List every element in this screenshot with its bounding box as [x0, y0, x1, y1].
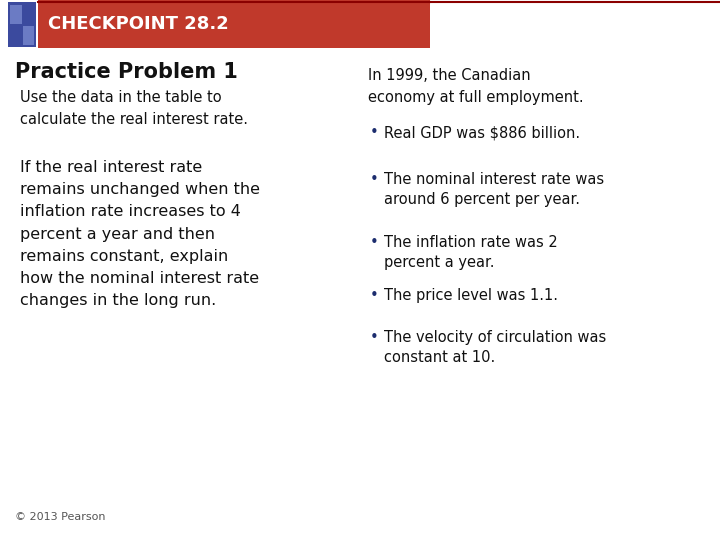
Text: Practice Problem 1: Practice Problem 1	[15, 62, 238, 82]
Text: •: •	[370, 172, 379, 187]
Text: Use the data in the table to
calculate the real interest rate.: Use the data in the table to calculate t…	[20, 90, 248, 126]
Text: The velocity of circulation was
constant at 10.: The velocity of circulation was constant…	[384, 330, 606, 366]
Text: In 1999, the Canadian
economy at full employment.: In 1999, the Canadian economy at full em…	[368, 68, 584, 105]
Bar	[8, 2, 36, 47]
Text: © 2013 Pearson: © 2013 Pearson	[15, 512, 106, 522]
Bar	[10, 5, 22, 24]
Text: Real GDP was $886 billion.: Real GDP was $886 billion.	[384, 125, 580, 140]
Text: •: •	[370, 125, 379, 140]
Text: •: •	[370, 288, 379, 303]
Bar	[22, 26, 35, 45]
Text: The inflation rate was 2
percent a year.: The inflation rate was 2 percent a year.	[384, 235, 558, 271]
Text: The nominal interest rate was
around 6 percent per year.: The nominal interest rate was around 6 p…	[384, 172, 604, 207]
Text: The price level was 1.1.: The price level was 1.1.	[384, 288, 558, 303]
Text: •: •	[370, 330, 379, 345]
Bar	[38, 0, 430, 48]
Text: •: •	[370, 235, 379, 250]
Text: CHECKPOINT 28.2: CHECKPOINT 28.2	[48, 15, 229, 33]
Text: If the real interest rate
remains unchanged when the
inflation rate increases to: If the real interest rate remains unchan…	[20, 160, 260, 308]
